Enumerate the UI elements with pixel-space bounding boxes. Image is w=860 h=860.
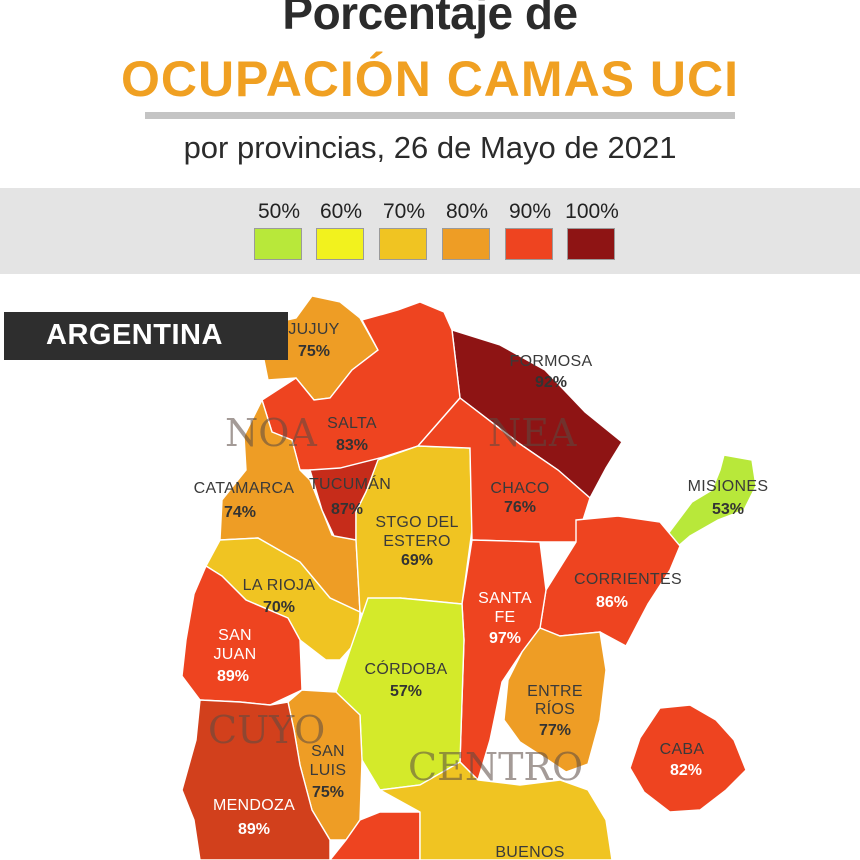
province-value-la-rioja: 70%: [263, 599, 295, 616]
province-name-entre-rios-1: ENTRE: [527, 683, 583, 700]
region-label-cuyo: CUYO: [208, 708, 325, 752]
province-value-san-juan: 89%: [217, 668, 249, 685]
legend-swatch: [442, 228, 490, 260]
province-value-formosa: 92%: [535, 374, 567, 391]
subtitle: por provincias, 26 de Mayo de 2021: [183, 130, 677, 165]
province-value-corrientes: 86%: [596, 594, 628, 611]
province-name-corrientes: CORRIENTES: [574, 571, 682, 588]
province-name-san-luis-1: SAN: [311, 743, 345, 760]
province-name-santa-fe-2: FE: [494, 609, 515, 626]
province-name-santa-fe-1: SANTA: [478, 590, 532, 607]
province-entre-rios[interactable]: [503, 627, 607, 773]
province-name-la-rioja: LA RIOJA: [243, 577, 316, 594]
province-value-cordoba: 57%: [390, 683, 422, 700]
country-banner: ARGENTINA: [4, 312, 288, 360]
province-value-entre-rios: 77%: [539, 722, 571, 739]
province-name-buenos-aires: BUENOS: [495, 844, 564, 860]
province-value-chaco: 76%: [504, 499, 536, 516]
province-name-formosa: FORMOSA: [510, 353, 593, 370]
province-buenos-aires[interactable]: [377, 761, 613, 860]
legend-swatch: [505, 228, 553, 260]
title-line-1: Porcentaje de: [282, 0, 578, 39]
province-name-chaco: CHACO: [490, 480, 549, 497]
province-name-caba: CABA: [660, 741, 705, 758]
province-value-caba: 82%: [670, 762, 702, 779]
legend-label: 100%: [565, 200, 619, 223]
legend-label: 60%: [319, 200, 363, 223]
province-misiones[interactable]: [667, 454, 757, 550]
province-name-jujuy: JUJUY: [288, 321, 339, 338]
province-value-salta: 83%: [336, 437, 368, 454]
province-name-san-juan-2: JUAN: [214, 646, 257, 663]
legend-label: 70%: [382, 200, 426, 223]
title-line-2: OCUPACIÓN CAMAS UCI: [120, 51, 740, 107]
province-value-mendoza: 89%: [238, 821, 270, 838]
country-label: ARGENTINA: [46, 319, 223, 351]
province-value-santa-fe: 97%: [489, 630, 521, 647]
legend-label: 50%: [257, 200, 301, 223]
province-value-jujuy: 75%: [298, 343, 330, 360]
region-label-centro: CENTRO: [408, 745, 583, 789]
province-value-misiones: 53%: [712, 501, 744, 518]
province-name-stgo-del-estero-1: STGO DEL: [375, 514, 458, 531]
legend-label: 80%: [445, 200, 489, 223]
province-name-mendoza: MENDOZA: [213, 797, 295, 814]
legend-swatch: [567, 228, 615, 260]
region-label-nea: NEA: [488, 411, 577, 455]
legend-swatch: [316, 228, 364, 260]
province-name-san-juan-1: SAN: [218, 627, 252, 644]
legend: 50% 60% 70% 80% 90% 100%: [0, 188, 860, 274]
legend-swatch: [254, 228, 302, 260]
province-mendoza[interactable]: [181, 699, 331, 860]
province-name-misiones: MISIONES: [688, 478, 769, 495]
province-name-catamarca: CATAMARCA: [194, 480, 295, 497]
province-value-stgo-del-estero: 69%: [401, 552, 433, 569]
province-caba[interactable]: [629, 704, 747, 813]
legend-label: 90%: [508, 200, 552, 223]
region-label-noa: NOA: [225, 411, 317, 455]
province-name-salta: SALTA: [327, 415, 377, 432]
province-name-entre-rios-2: RÍOS: [535, 699, 575, 718]
province-name-cordoba: CÓRDOBA: [365, 659, 448, 678]
title-divider: [145, 112, 735, 119]
province-la-pampa[interactable]: [329, 811, 421, 860]
province-name-san-luis-2: LUIS: [310, 762, 347, 779]
province-value-tucuman: 87%: [331, 501, 363, 518]
province-value-san-luis: 75%: [312, 784, 344, 801]
province-name-stgo-del-estero-2: ESTERO: [383, 533, 451, 550]
legend-swatch: [379, 228, 427, 260]
province-value-catamarca: 74%: [224, 504, 256, 521]
province-name-tucuman: TUCUMÁN: [309, 474, 391, 493]
